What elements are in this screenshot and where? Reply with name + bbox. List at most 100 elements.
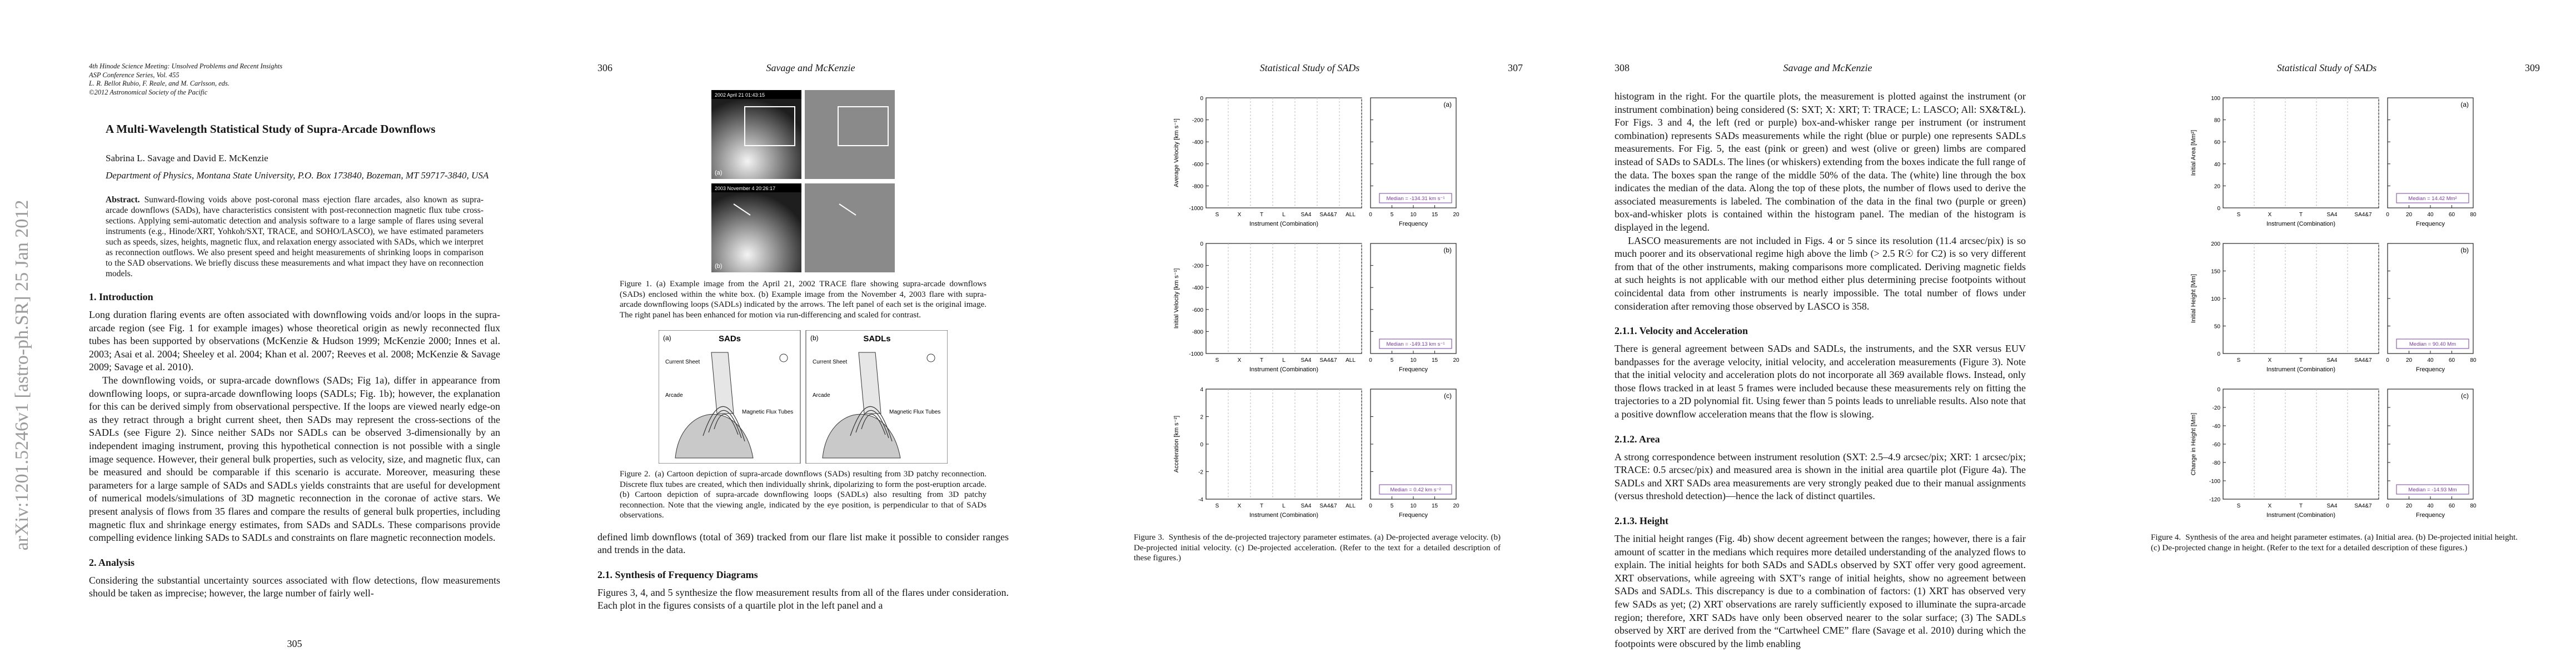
histogram-frame [2387, 243, 2474, 354]
page: 305 4th Hinode Science Meeting: Unsolved … [89, 62, 500, 660]
x-axis-label: Frequency [2416, 512, 2445, 519]
y-tick-label: -800 [1192, 183, 1203, 190]
paragraph: histogram in the right. For the quartile… [1615, 91, 2026, 233]
x-tick-label: SA4 [1301, 357, 1312, 364]
x-tick-label: 40 [2427, 503, 2434, 509]
x-tick-label: 0 [2386, 212, 2389, 218]
arxiv-stamp: arXiv:1201.5246v1 [astro-ph.SR] 25 Jan 2… [12, 200, 32, 551]
timestamp-bar [711, 183, 801, 192]
x-tick-label: SA4&7 [1319, 357, 1337, 364]
x-tick-label: X [2268, 357, 2272, 364]
y-tick-label: 100 [2211, 296, 2220, 302]
original-image [711, 90, 801, 179]
paragraph: There is general agreement between SADs … [1615, 343, 2026, 420]
section-heading: 2. Analysis [89, 556, 135, 568]
caption: Figure 4. Synthesis of the area and heigh… [2151, 532, 2518, 553]
page-number: 309 [2525, 62, 2540, 73]
page-number: 306 [597, 62, 612, 73]
x-tick-label: 10 [1410, 212, 1417, 218]
flux-tube [855, 410, 889, 439]
x-tick-label: SA4&7 [1319, 212, 1337, 218]
caption-text: Synthesis of the de-projected trajectory… [1134, 533, 1501, 563]
page-body: histogram in the right. For the quartile… [1615, 90, 2026, 650]
x-tick-label: X [2268, 212, 2272, 218]
authors: Sabrina L. Savage and David E. McKenzie [106, 153, 268, 163]
y-tick-label: -120 [2209, 497, 2220, 503]
caption-label: Figure 2. [620, 470, 651, 479]
caption: Figure 3. Synthesis of the de-projected t… [1134, 532, 1501, 564]
timestamp: 2002 April 21 01:43:15 [715, 92, 765, 98]
flux-tube [861, 414, 886, 435]
flux-tube [850, 406, 893, 442]
caption-text: (a) Example image from the April 21, 200… [620, 280, 986, 320]
section-heading: 2.1.3. Height [1615, 515, 1668, 527]
running-head: Savage and McKenzie [766, 62, 855, 73]
eye [926, 354, 935, 362]
plot-frame [2223, 243, 2379, 354]
x-tick-label: 10 [1410, 503, 1417, 509]
paragraph: Long duration flaring events are often a… [89, 309, 500, 373]
arcade [675, 414, 754, 459]
x-tick-label: X [2268, 503, 2272, 509]
panel-label: (a) [715, 170, 722, 176]
caption-label: Figure 3. [1134, 533, 1164, 542]
y-tick-label: 80 [2214, 118, 2221, 124]
x-axis-label: Instrument (Combination) [2266, 512, 2335, 519]
flux-tube [708, 410, 742, 439]
y-tick-label: -4 [1198, 497, 1203, 503]
chart-panel: -4 -2 0 2 4 S X T L SA4 SA4&7 ALL 0 5 10 15 20 Instrument… [1173, 387, 1459, 519]
current-sheet [858, 352, 881, 414]
callout: Magnetic Flux Tubes [742, 409, 793, 415]
median-legend: Median = -14.93 Mm [2408, 487, 2457, 493]
y-tick-label: 100 [2211, 96, 2220, 102]
page: 308 Savage and McKenzie histogram in the r… [1615, 62, 2026, 660]
x-tick-label: X [1238, 357, 1242, 364]
x-tick-label: SA4 [2327, 503, 2338, 509]
x-tick-label: T [2299, 503, 2303, 509]
plot-frame [1205, 97, 1362, 208]
running-head: Statistical Study of SADs [2276, 62, 2377, 73]
x-tick-label: ALL [1346, 503, 1356, 509]
y-tick-label: -600 [1192, 307, 1203, 313]
x-axis-label: Frequency [1399, 221, 1428, 227]
chart-panel: 0 20 40 60 80 100 S X T SA4 SA4&7 0 20 40 60 80 Instrume… [2190, 96, 2477, 227]
x-tick-label: SA4 [2327, 212, 2338, 218]
running-head: Statistical Study of SADs [1259, 62, 1360, 73]
y-tick-label: -200 [1192, 263, 1203, 270]
y-axis-label: Initial Area [Mm²] [2190, 130, 2197, 176]
x-tick-label: SA4&7 [2354, 212, 2372, 218]
x-axis-label: Instrument (Combination) [2266, 221, 2335, 227]
panel-label: (b) [810, 334, 819, 342]
x-tick-label: S [1215, 503, 1219, 509]
paragraph: defined limb downflows (total of 369) tr… [597, 531, 1009, 556]
x-tick-label: 40 [2427, 357, 2434, 364]
page-header: Statistical Study of SADs 307 [1112, 62, 1523, 81]
chart-panel: 0 50 100 150 200 S X T SA4 SA4&7 0 20 40 60 80 Instrume… [2190, 241, 2477, 373]
x-tick-label: 15 [1432, 503, 1438, 509]
x-axis-label: Instrument (Combination) [1249, 512, 1318, 519]
paragraph: Figures 3, 4, and 5 synthesize the flow … [597, 586, 1009, 611]
flux-tube [702, 406, 745, 442]
section-heading: 1. Introduction [89, 291, 153, 302]
difference-image [805, 183, 895, 272]
y-tick-label: -80 [2213, 460, 2221, 466]
legend-box [1379, 193, 1452, 203]
page-header: 308 Savage and McKenzie [1615, 62, 2026, 81]
page: Statistical Study of SADs 307 -1000 -800 -60… [1112, 62, 1523, 660]
x-tick-label: T [2299, 212, 2303, 218]
panel-label: (b) [2460, 246, 2469, 254]
y-tick-label: 2 [1200, 415, 1203, 421]
callout: Magnetic Flux Tubes [889, 409, 940, 415]
x-tick-label: T [2299, 357, 2303, 364]
x-tick-label: S [1215, 212, 1219, 218]
caption-label: Figure 4. [2151, 533, 2181, 542]
front-matter-line: 4th Hinode Science Meeting: Unsolved Pro… [89, 62, 283, 70]
y-tick-label: -600 [1192, 162, 1203, 168]
chart-panel: -1000 -800 -600 -400 -200 0 S X T L SA4 SA4&7 ALL 0 5 1… [1173, 96, 1459, 227]
panel-label: (a) [663, 334, 671, 342]
x-tick-label: T [1260, 357, 1263, 364]
panel-label: (a) [1443, 101, 1452, 108]
x-tick-label: 60 [2449, 503, 2455, 509]
x-tick-label: L [1282, 212, 1285, 218]
